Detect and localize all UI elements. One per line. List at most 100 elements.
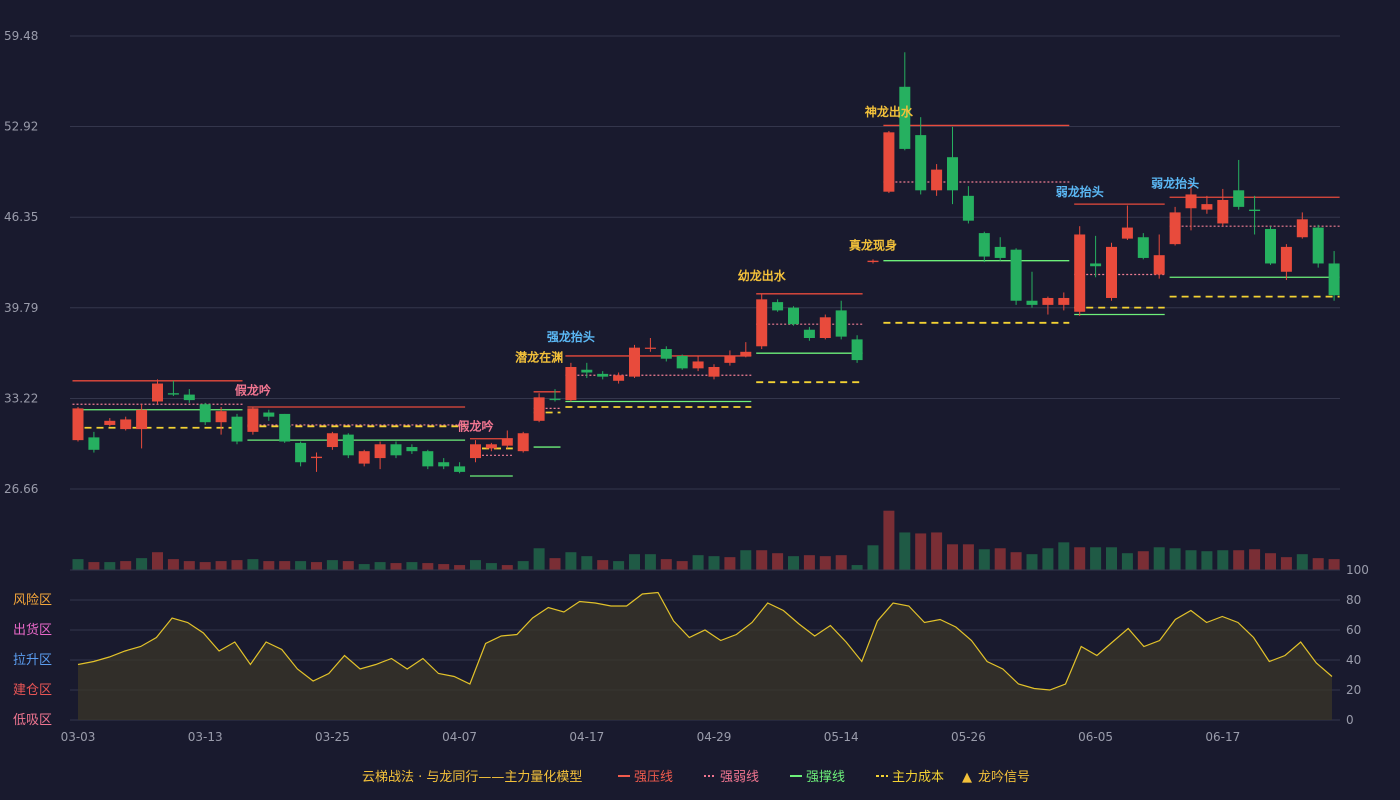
candle	[724, 350, 736, 366]
candle	[978, 231, 990, 263]
candle	[1074, 226, 1086, 316]
volume-bar	[1090, 547, 1102, 570]
volume-bar	[1312, 558, 1324, 570]
candle	[183, 389, 195, 403]
volume-bars	[72, 510, 1340, 570]
osc-tick-label: 80	[1346, 593, 1361, 607]
date-tick-label: 05-26	[951, 730, 986, 744]
candle-body	[1296, 219, 1308, 238]
volume-bar	[613, 561, 625, 570]
candle-body	[947, 157, 958, 191]
candle	[692, 355, 704, 372]
volume-bar	[915, 533, 927, 570]
candle-body	[1010, 249, 1022, 301]
candle	[867, 259, 879, 264]
candle-body	[406, 447, 418, 452]
legend-item-weak: 强弱线	[704, 770, 759, 785]
candle	[1121, 205, 1133, 241]
volume-bar	[1201, 551, 1213, 570]
volume-bar	[501, 565, 513, 570]
zone-label: 出货区	[13, 622, 52, 638]
candle	[485, 442, 497, 452]
legend-label: 强压线	[634, 770, 673, 785]
volume-bar	[962, 544, 974, 570]
volume-bar	[295, 561, 307, 570]
date-axis: 03-03 03-13 03-25 04-07 04-17 04-29 05-14 05-26…	[61, 730, 1241, 744]
candle	[152, 379, 163, 405]
price-tick-label: 39.79	[4, 301, 38, 315]
candle-body	[72, 408, 84, 441]
volume-bar	[851, 565, 863, 570]
price-axis: 59.48 52.92 46.35 39.79 33.22 26.66	[4, 29, 38, 496]
candle-body	[1328, 263, 1340, 296]
volume-bar	[1169, 548, 1181, 570]
candle-body	[931, 169, 943, 191]
candle-body	[231, 416, 243, 442]
candle-body	[311, 456, 322, 459]
legend-label: 强撑线	[806, 770, 845, 785]
volume-bar	[167, 559, 179, 570]
candle	[326, 431, 338, 450]
candle-body	[1026, 300, 1038, 305]
legend: 云梯战法 · 与龙同行——主力量化模型 强压线 强弱线 强撑线 主力成本 ▲ 龙吟信号	[362, 769, 1030, 785]
volume-bar	[374, 562, 386, 570]
volume-bar	[215, 561, 227, 570]
candle	[358, 449, 370, 467]
zone-label: 建仓区	[13, 683, 52, 698]
volume-bar	[152, 552, 163, 570]
candle-body	[756, 299, 768, 347]
candle	[1090, 235, 1102, 278]
candle-body	[994, 246, 1006, 258]
candle	[120, 416, 132, 431]
candle-body	[740, 351, 752, 356]
candle	[1042, 296, 1054, 315]
price-tick-label: 46.35	[4, 210, 38, 224]
candle	[199, 402, 211, 425]
volume-bar	[581, 556, 593, 570]
osc-area	[78, 592, 1332, 720]
volume-bar	[311, 562, 322, 570]
candle-body	[1058, 297, 1070, 305]
signal-label: 弱龙抬头	[1151, 176, 1199, 191]
candle-body	[485, 444, 497, 449]
date-tick-label: 03-03	[61, 730, 96, 744]
legend-label: 强弱线	[720, 770, 759, 785]
osc-tick-label: 40	[1346, 653, 1361, 667]
volume-bar	[199, 562, 211, 570]
candle-body	[1153, 255, 1165, 275]
candle	[295, 441, 307, 467]
volume-bar	[1074, 547, 1086, 570]
volume-bar	[1217, 550, 1229, 570]
candle	[215, 407, 227, 435]
volume-bar	[342, 561, 354, 570]
volume-bar	[772, 553, 784, 570]
volume-bar	[1106, 547, 1117, 570]
volume-bar	[533, 548, 545, 570]
candle	[788, 306, 799, 326]
candle	[597, 371, 609, 380]
candle-body	[629, 347, 640, 377]
candle	[708, 364, 720, 380]
candle	[772, 299, 784, 312]
volume-bar	[438, 564, 450, 570]
volume-bar	[485, 563, 497, 570]
candle	[835, 300, 847, 340]
candle	[1137, 233, 1149, 260]
candle	[1106, 242, 1117, 301]
candle-body	[1121, 227, 1133, 239]
candle-body	[152, 383, 163, 402]
volume-bar	[676, 561, 688, 570]
candle	[644, 338, 656, 352]
candle-body	[819, 317, 831, 338]
level-lines	[72, 124, 1340, 477]
candle-body	[788, 307, 799, 325]
candle	[454, 462, 466, 474]
zone-label: 低吸区	[13, 713, 52, 728]
candle-body	[708, 366, 720, 377]
volume-bar	[326, 560, 338, 570]
date-tick-label: 03-25	[315, 730, 350, 744]
volume-bar	[549, 558, 561, 570]
candle	[1185, 182, 1197, 231]
